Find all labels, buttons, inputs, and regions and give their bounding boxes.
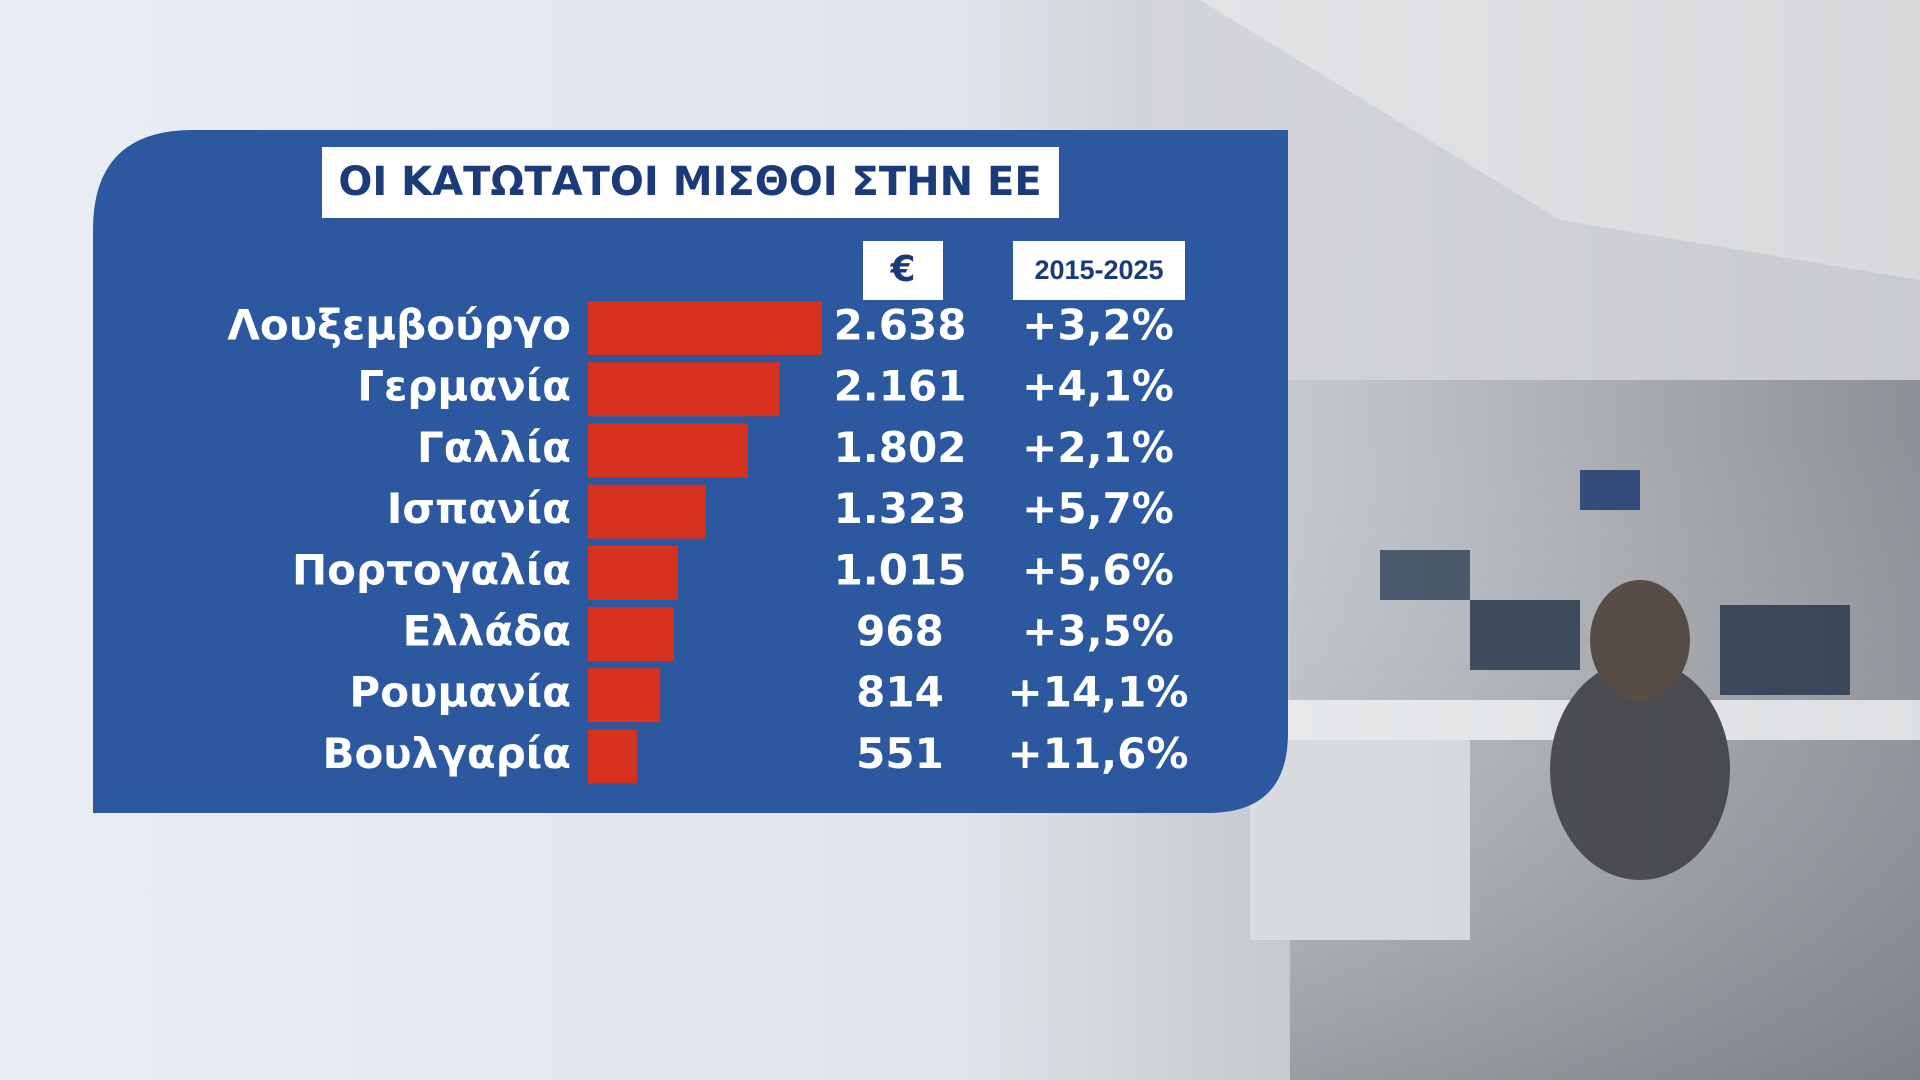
column-header-box [1013,241,1185,300]
change-label: +11,6% [1008,729,1189,778]
category-label: Λουξεμβούργο [227,301,571,350]
category-label: Ελλάδα [403,607,571,656]
legend-entry: 2015-2025 [1034,255,1163,285]
data-label: 2.161 [834,362,967,411]
bar [588,301,822,355]
data-label: 1.802 [834,423,967,472]
bar [588,607,674,661]
data-label: 968 [856,607,944,656]
data-label: 814 [856,668,944,717]
data-label: 1.323 [834,484,967,533]
change-label: +14,1% [1008,668,1189,717]
change-label: +5,7% [1022,484,1174,533]
category-label: Γαλλία [417,423,571,472]
bar [588,729,637,784]
data-label: 2.638 [834,301,967,350]
change-label: +3,2% [1022,301,1174,350]
change-label: +4,1% [1022,362,1174,411]
category-label: Γερμανία [357,362,571,411]
category-label: Πορτογαλία [292,545,571,594]
category-label: Ισπανία [387,484,571,533]
data-label: 551 [856,729,944,778]
change-label: +5,6% [1022,545,1174,594]
legend-entry: € [889,249,915,290]
column-header-box [863,241,943,300]
bar [588,545,679,600]
category-label: Ρουμανία [349,668,571,717]
bar [588,668,661,723]
change-label: +2,1% [1022,423,1174,472]
bar [588,423,748,478]
change-label: +3,5% [1022,607,1174,656]
bar [588,362,780,417]
data-label: 1.015 [834,545,967,594]
chart-title: ΟΙ ΚΑΤΩΤΑΤΟΙ ΜΙΣΘΟΙ ΣΤΗΝ ΕΕ [338,159,1041,205]
bar [588,484,706,539]
title-box [322,147,1059,218]
category-label: Βουλγαρία [322,729,571,778]
office-photo [1150,0,1920,1080]
